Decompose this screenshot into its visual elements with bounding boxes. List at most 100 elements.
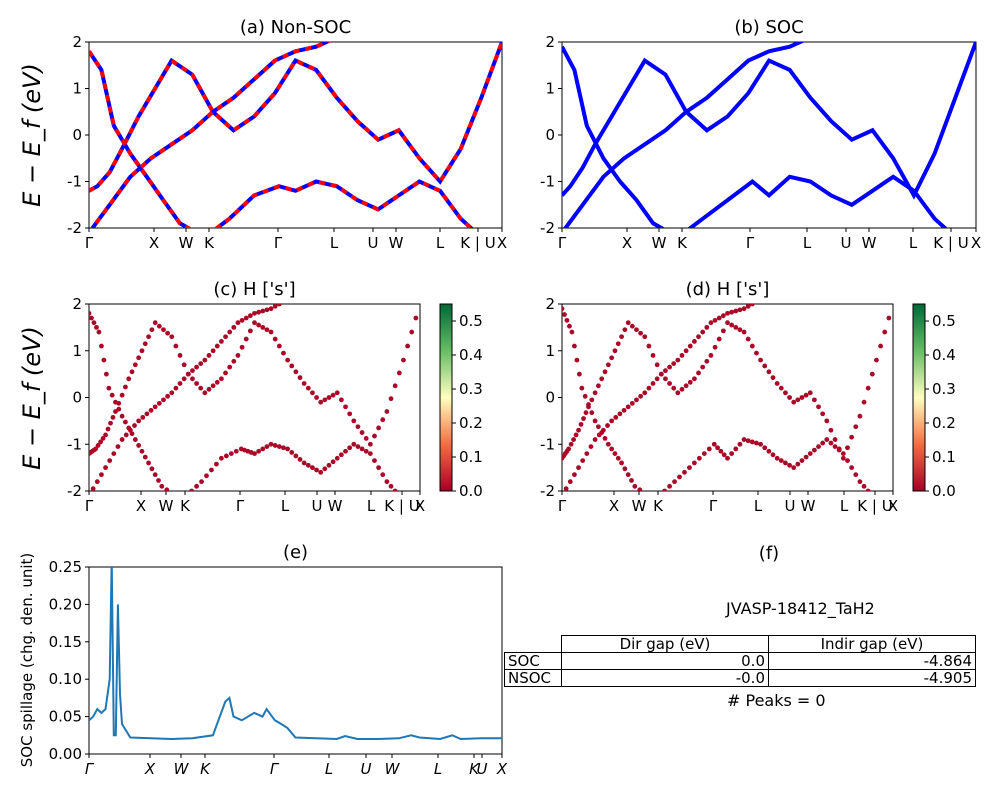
scatter-point-c [103,465,108,471]
x-tick-label-a: K | U [460,234,495,252]
table-cell: -4.864 [768,652,976,670]
scatter-point-d [621,407,627,413]
scatter-point-c [330,392,336,398]
scatter-point-d [712,317,718,323]
scatter-point-d [589,410,595,416]
scatter-point-c [247,328,253,334]
y-axis-label-top: E − E_f (eV) [18,63,46,207]
scatter-point-c [165,393,171,399]
x-tick-label-b: K [677,234,688,252]
scatter-point-c [202,390,208,396]
scatter-point-c [113,399,118,405]
scatter-point-c [384,409,390,414]
scatter-point-d [696,455,702,461]
scatter-point-c [305,462,311,468]
scatter-point-d [766,369,772,375]
panel-title-e: (e) [283,542,308,563]
scatter-point-c [396,370,402,376]
colorbar-tick-label-c: 0.0 [459,482,483,500]
scatter-point-c [210,383,216,389]
scatter-point-d [672,479,677,485]
scatter-point-d [562,312,567,317]
scatter-point-d [629,478,634,483]
scatter-point-d [584,451,590,456]
scatter-point-d [625,320,631,326]
y-tick-label-c: -2 [67,482,82,500]
scatter-point-d [787,395,792,400]
scatter-point-d [704,324,710,330]
scatter-point-c [219,455,224,461]
scatter-point-d [741,306,747,312]
scatter-point-d [573,432,579,438]
x-tick-label-d: U [785,497,796,515]
scatter-point-d [574,357,580,363]
scatter-point-d [720,328,726,334]
scatter-point-c [99,472,104,478]
scatter-point-c [209,467,214,473]
scatter-point-c [343,404,348,410]
scatter-point-c [264,307,270,313]
scatter-point-d [638,330,644,336]
scatter-point-d [576,371,582,377]
scatter-point-d [770,375,776,381]
scatter-point-c [231,324,237,330]
panel-title-a: (a) Non-SOC [240,17,351,38]
scatter-point-c [198,361,204,367]
scatter-point-c [99,343,104,349]
axes-frame-c [88,303,421,492]
scatter-point-c [116,406,122,412]
y-tick-label-a: 1 [72,80,82,98]
scatter-point-d [882,329,888,335]
scatter-point-d [721,452,727,458]
scatter-point-d [745,304,751,309]
scatter-point-d [741,329,747,335]
scatter-point-c [123,419,128,425]
scatter-point-c [401,357,406,363]
band-line-soc-overlay-a [89,42,502,193]
scatter-point-c [289,450,295,455]
colorbar-tick-label-c: 0.1 [459,448,483,466]
scatter-point-c [235,320,241,326]
x-tick-label-d: W [801,497,816,515]
scatter-point-c [136,355,142,361]
scatter-point-d [733,308,739,314]
x-tick-label-c: L [281,497,290,515]
scatter-point-c [95,443,101,448]
scatter-point-d [787,281,792,286]
scatter-point-d [758,357,763,363]
scatter-point-c [363,448,369,454]
scatter-point-d [774,381,780,386]
x-tick-label-c: K [180,497,191,515]
x-tick-label-c: X [415,497,425,515]
scatter-point-c [272,336,278,342]
scatter-point-c [252,310,257,316]
scatter-point-c [181,376,187,382]
scatter-point-d [596,383,601,389]
scatter-point-d [762,363,768,369]
scatter-point-c [302,288,307,293]
scatter-point-d [704,358,710,364]
scatter-point-d [592,418,598,424]
y-tick-label-e: 0.15 [49,633,82,651]
scatter-point-c [177,353,183,358]
y-tick-label-b: 2 [545,33,555,51]
scatter-point-c [347,445,353,451]
scatter-point-d [758,441,763,447]
scatter-point-c [146,460,151,466]
band-line-b [562,42,976,200]
y-tick-label-a: -2 [67,219,82,237]
scatter-point-d [725,310,730,316]
scatter-point-c [159,483,165,489]
scatter-point-c [146,334,151,340]
scatter-point-c [260,446,266,452]
scatter-point-c [98,439,103,445]
scatter-point-d [878,343,883,349]
scatter-point-c [100,436,106,441]
scatter-point-d [609,418,615,424]
scatter-point-d [615,455,621,461]
table-cell: -0.0 [561,669,769,687]
scatter-point-d [861,399,867,405]
spillage-group [89,567,502,741]
panel-f-footer: # Peaks = 0 [727,691,826,710]
